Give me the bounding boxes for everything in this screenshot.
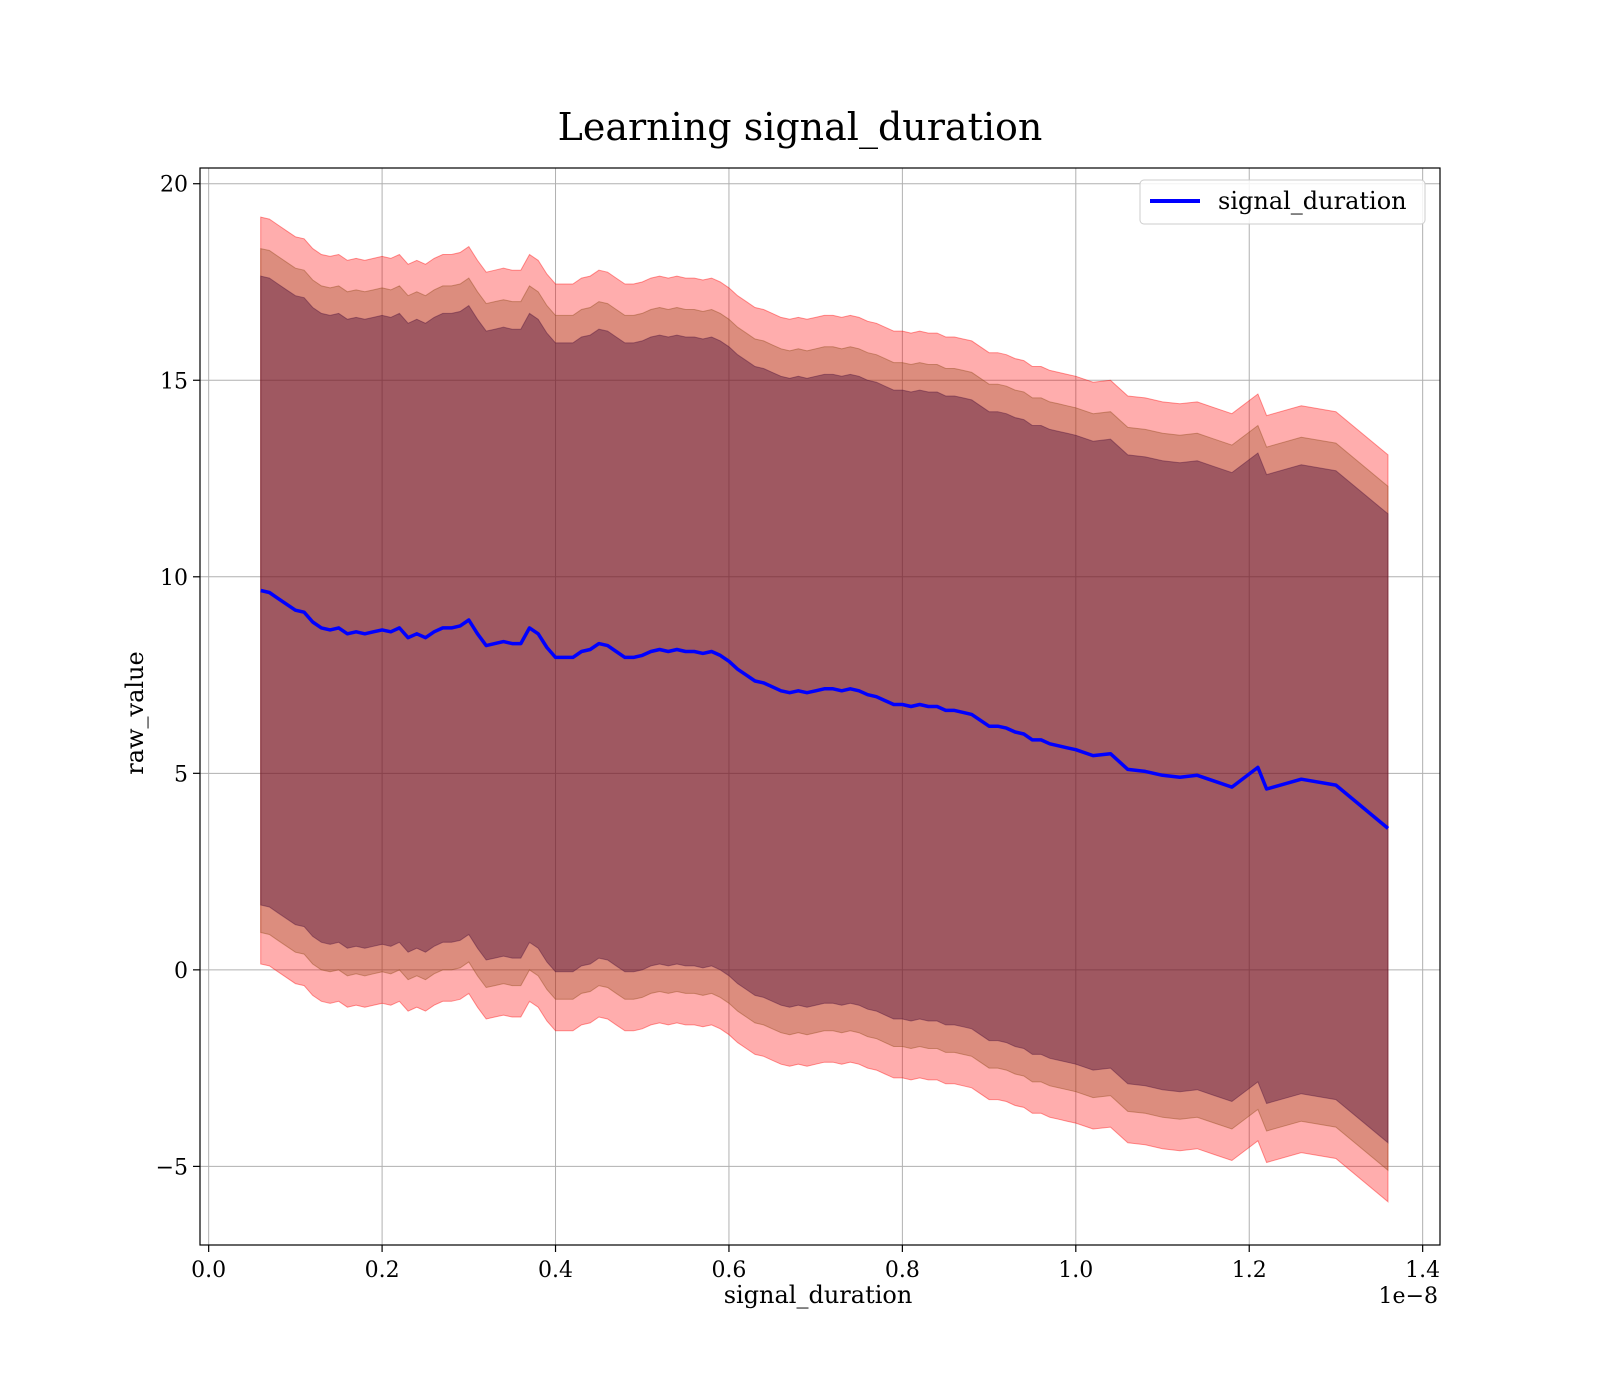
legend-box — [1139, 179, 1426, 225]
y-tick-label: 5 — [174, 762, 188, 787]
x-tick-label: 1.4 — [1405, 1258, 1440, 1283]
x-tick-label: 0.2 — [365, 1258, 400, 1283]
chart-title: Learning signal_duration — [558, 105, 1043, 150]
y-tick-label: 10 — [160, 566, 188, 591]
x-tick-label: 1.0 — [1058, 1258, 1093, 1283]
x-tick-label: 0.6 — [711, 1258, 746, 1283]
legend: signal_duration — [1139, 179, 1426, 225]
x-tick-label: 0.8 — [885, 1258, 920, 1283]
y-tick-label: 20 — [160, 173, 188, 198]
confidence-bands — [260, 216, 1389, 1203]
series-line-signal-duration — [260, 588, 1390, 830]
band-middle — [260, 247, 1389, 1172]
band-inner — [260, 275, 1389, 1144]
y-tick-label: 15 — [160, 369, 188, 394]
x-offset-label: 1e−8 — [1379, 1284, 1438, 1309]
series-lines — [260, 588, 1390, 830]
x-tick-label: 1.2 — [1232, 1258, 1267, 1283]
y-tick-label: −5 — [156, 1155, 188, 1180]
axis-ticks: 0.0 0.2 0.4 0.6 0.8 1.0 1.2 1.4 −5 0 5 10 15 20 — [156, 173, 1441, 1283]
legend-label-signal-duration: signal_duration — [1218, 187, 1407, 215]
x-tick-label: 0.4 — [538, 1258, 573, 1283]
plot-frame — [199, 167, 1441, 1246]
band-outer — [260, 216, 1389, 1203]
y-tick-label: 0 — [174, 959, 188, 984]
y-axis-label: raw_value — [121, 651, 149, 775]
x-axis-label: signal_duration — [724, 1281, 913, 1309]
x-tick-label: 0.0 — [191, 1258, 226, 1283]
